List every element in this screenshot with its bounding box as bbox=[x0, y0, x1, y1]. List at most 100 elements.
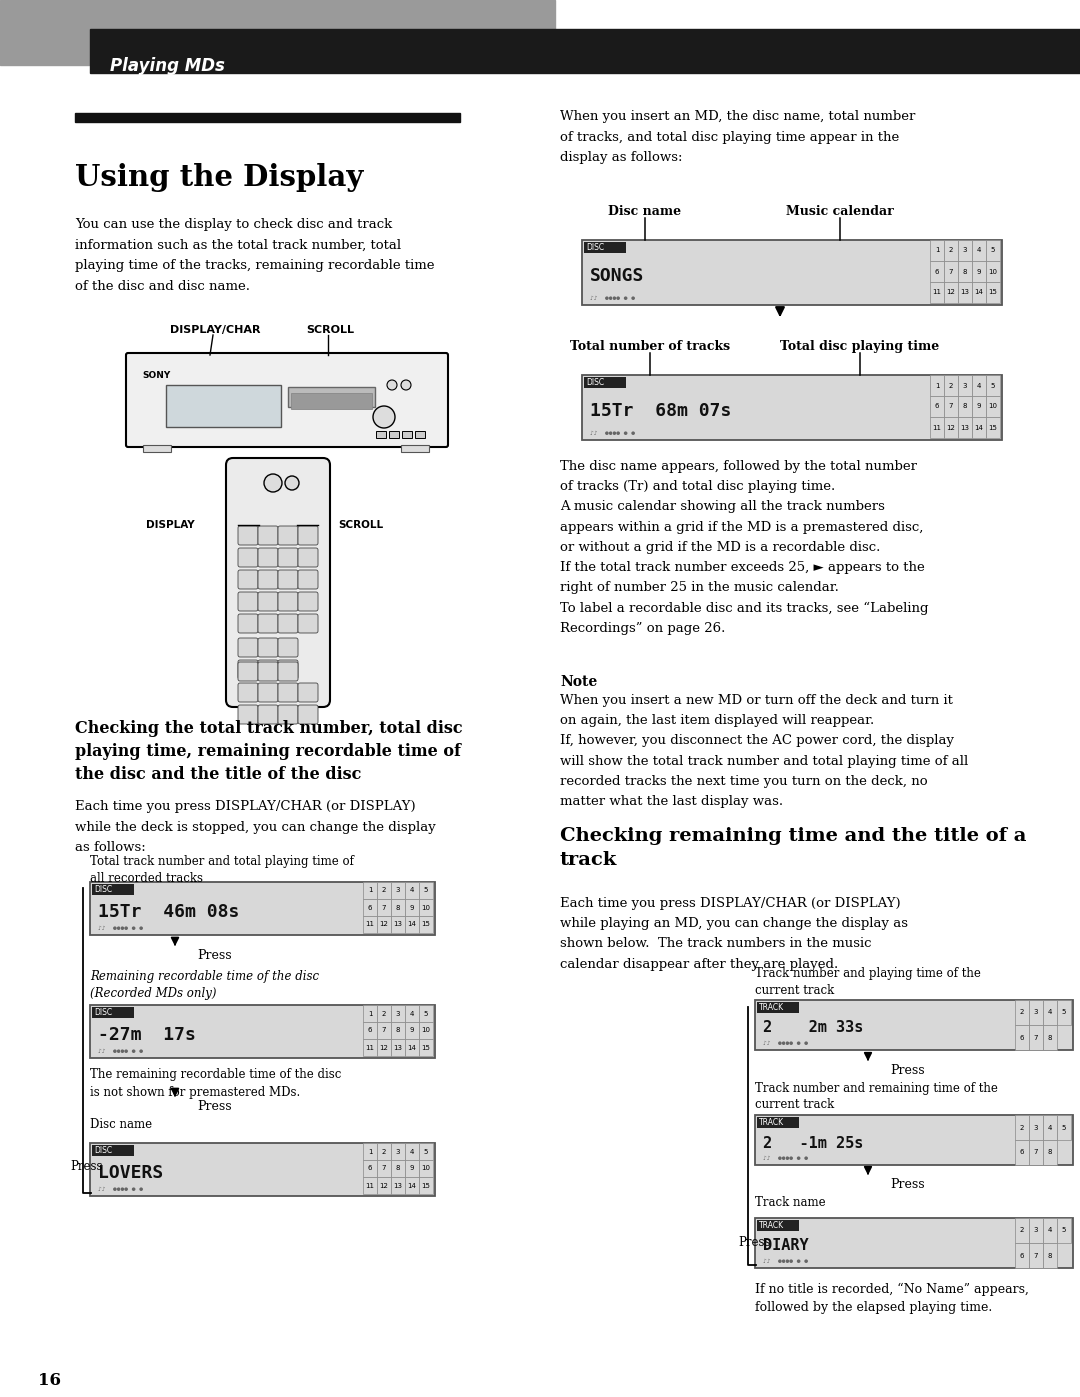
FancyBboxPatch shape bbox=[298, 615, 318, 633]
Text: 8: 8 bbox=[1048, 1035, 1052, 1041]
Bar bbox=[389, 432, 399, 439]
Text: 7: 7 bbox=[1034, 1035, 1038, 1041]
Text: 4: 4 bbox=[1048, 1010, 1052, 1016]
Bar bbox=[419, 1160, 433, 1178]
Text: SONGS: SONGS bbox=[590, 267, 645, 285]
FancyBboxPatch shape bbox=[278, 615, 298, 633]
Bar bbox=[1029, 1243, 1043, 1268]
Bar bbox=[1029, 1140, 1043, 1165]
FancyBboxPatch shape bbox=[238, 683, 258, 703]
FancyBboxPatch shape bbox=[238, 527, 258, 545]
Text: 15: 15 bbox=[421, 922, 431, 928]
Text: 1: 1 bbox=[368, 1148, 373, 1154]
Bar bbox=[405, 1004, 419, 1023]
Text: Press: Press bbox=[197, 1099, 231, 1113]
Text: ♪♪  ●●●● ● ●: ♪♪ ●●●● ● ● bbox=[590, 432, 635, 436]
Bar bbox=[288, 387, 375, 407]
Bar bbox=[419, 1004, 433, 1023]
Text: 5: 5 bbox=[990, 247, 995, 253]
Bar bbox=[90, 1004, 435, 1058]
FancyBboxPatch shape bbox=[298, 683, 318, 703]
Bar bbox=[1015, 1218, 1029, 1243]
FancyBboxPatch shape bbox=[298, 548, 318, 567]
Text: Press: Press bbox=[890, 1065, 924, 1077]
Bar bbox=[584, 242, 626, 253]
Text: 14: 14 bbox=[407, 922, 417, 928]
Bar bbox=[1057, 1000, 1071, 1025]
Text: 13: 13 bbox=[960, 289, 970, 296]
Bar bbox=[1029, 1115, 1043, 1140]
Text: 14: 14 bbox=[974, 289, 984, 296]
Text: 1: 1 bbox=[368, 1010, 373, 1017]
FancyBboxPatch shape bbox=[258, 659, 278, 679]
Text: 8: 8 bbox=[962, 404, 968, 409]
Bar bbox=[419, 1178, 433, 1194]
Bar bbox=[90, 882, 435, 935]
Text: 9: 9 bbox=[976, 268, 982, 274]
Bar bbox=[1029, 1000, 1043, 1025]
Text: Each time you press DISPLAY/CHAR (or DISPLAY)
while playing an MD, you can chang: Each time you press DISPLAY/CHAR (or DIS… bbox=[561, 897, 908, 971]
Bar bbox=[391, 1023, 405, 1039]
Bar bbox=[1057, 1218, 1071, 1243]
Bar bbox=[986, 240, 1000, 261]
Text: 6: 6 bbox=[1020, 1150, 1024, 1155]
Bar bbox=[75, 113, 460, 122]
Bar bbox=[391, 900, 405, 916]
Bar bbox=[363, 1004, 377, 1023]
Text: 13: 13 bbox=[393, 922, 403, 928]
Bar bbox=[755, 1115, 1074, 1165]
Text: 15: 15 bbox=[421, 1182, 431, 1189]
Bar bbox=[92, 884, 134, 895]
Text: 15: 15 bbox=[421, 1045, 431, 1051]
Text: 8: 8 bbox=[395, 904, 401, 911]
Bar bbox=[377, 1004, 391, 1023]
Bar bbox=[401, 446, 429, 453]
Text: 3: 3 bbox=[1034, 1010, 1038, 1016]
Text: 1: 1 bbox=[368, 887, 373, 894]
Bar bbox=[1043, 1115, 1057, 1140]
Bar bbox=[1015, 1025, 1029, 1051]
Circle shape bbox=[264, 474, 282, 492]
Bar bbox=[958, 395, 972, 416]
Bar bbox=[90, 29, 1080, 73]
Text: Disc name: Disc name bbox=[90, 1118, 152, 1132]
Bar bbox=[419, 916, 433, 933]
Text: Checking the total track number, total disc
playing time, remaining recordable t: Checking the total track number, total d… bbox=[75, 719, 462, 782]
Circle shape bbox=[285, 476, 299, 490]
Bar bbox=[930, 240, 944, 261]
FancyBboxPatch shape bbox=[238, 659, 258, 679]
Bar bbox=[972, 416, 986, 439]
Bar bbox=[958, 261, 972, 282]
Text: 4: 4 bbox=[976, 247, 982, 253]
Circle shape bbox=[373, 407, 395, 427]
Bar bbox=[291, 393, 372, 409]
Bar bbox=[363, 1178, 377, 1194]
Bar bbox=[391, 1160, 405, 1178]
FancyBboxPatch shape bbox=[226, 458, 330, 707]
Text: Total track number and total playing time of
all recorded tracks: Total track number and total playing tim… bbox=[90, 855, 354, 886]
Text: 7: 7 bbox=[948, 268, 954, 274]
Bar bbox=[363, 1143, 377, 1160]
Text: ♪♪  ●●●● ● ●: ♪♪ ●●●● ● ● bbox=[590, 296, 635, 300]
Bar bbox=[1043, 1025, 1057, 1051]
Text: 15: 15 bbox=[988, 425, 998, 430]
Text: 3: 3 bbox=[962, 383, 968, 388]
Bar bbox=[1043, 1243, 1057, 1268]
Bar bbox=[1029, 1025, 1043, 1051]
FancyBboxPatch shape bbox=[278, 527, 298, 545]
Bar bbox=[405, 1143, 419, 1160]
FancyBboxPatch shape bbox=[258, 662, 278, 680]
Text: 6: 6 bbox=[1020, 1035, 1024, 1041]
Circle shape bbox=[401, 380, 411, 390]
Bar bbox=[363, 1160, 377, 1178]
Bar bbox=[166, 386, 281, 427]
FancyBboxPatch shape bbox=[258, 527, 278, 545]
Text: 3: 3 bbox=[962, 247, 968, 253]
Bar bbox=[419, 1039, 433, 1056]
Text: 2: 2 bbox=[949, 383, 954, 388]
Text: TRACK: TRACK bbox=[759, 1221, 784, 1229]
Bar bbox=[377, 882, 391, 900]
Text: Press: Press bbox=[70, 1160, 103, 1173]
Bar bbox=[958, 240, 972, 261]
Text: DISPLAY/CHAR: DISPLAY/CHAR bbox=[170, 326, 260, 335]
